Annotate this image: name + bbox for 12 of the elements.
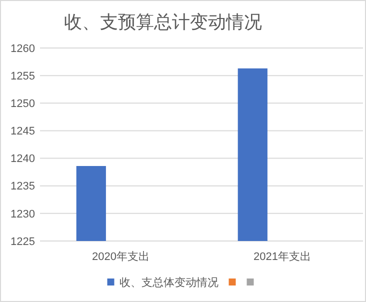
legend-label: 收、支总体变动情况 [119,276,218,289]
y-tick-label: 1260 [10,42,35,55]
y-tick-label: 1230 [10,208,35,220]
y-tick-label: 1225 [10,236,35,248]
chart-title: 收、支预算总计变动情况 [64,12,262,32]
x-tick-label: 2021年支出 [254,250,311,263]
y-tick-label: 1250 [10,98,35,110]
y-tick-label: 1255 [10,70,35,82]
x-tick-label: 2020年支出 [92,250,150,263]
y-tick-label: 1240 [10,153,35,166]
y-tick-label: 1235 [10,180,35,193]
y-tick-label: 1245 [10,126,35,138]
